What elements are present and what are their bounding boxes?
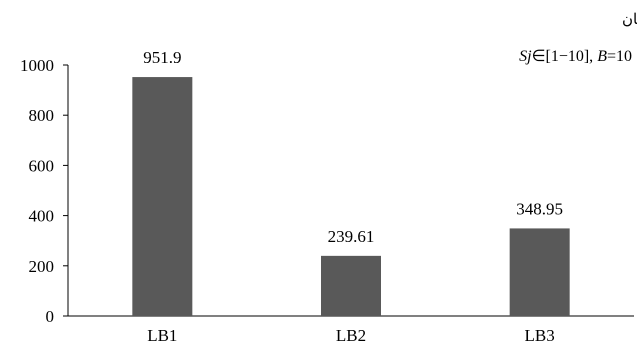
data-label-lb1: 951.9 [143,48,181,67]
x-tick-label-lb1: LB1 [147,326,177,345]
bar-lb3 [509,228,570,316]
chart-title: میانگین زمان [622,10,637,28]
bar-lb1 [132,77,193,317]
chart-axes: 0 200 400 600 800 1000 [20,56,634,326]
y-tick-label: 400 [29,207,55,226]
data-label-lb2: 239.61 [328,227,375,246]
y-tick-label: 800 [29,106,55,125]
chart-labels: 951.9 LB1 239.61 LB2 348.95 LB3 [143,48,563,345]
x-tick-label-lb2: LB2 [336,326,366,345]
chart-subtitle: Sj∈[1−10], B=10 [519,48,632,65]
y-tick-label: 200 [29,257,55,276]
bar-lb2 [321,255,381,316]
y-tick-label: 600 [29,156,55,175]
x-tick-label-lb3: LB3 [525,326,555,345]
chart-title-block: میانگین زمان Sj∈[1−10], B=10 [519,10,637,65]
y-tick-label: 1000 [20,56,54,75]
y-tick-label: 0 [46,307,55,326]
data-label-lb3: 348.95 [516,199,563,218]
chart-bars [132,77,570,317]
